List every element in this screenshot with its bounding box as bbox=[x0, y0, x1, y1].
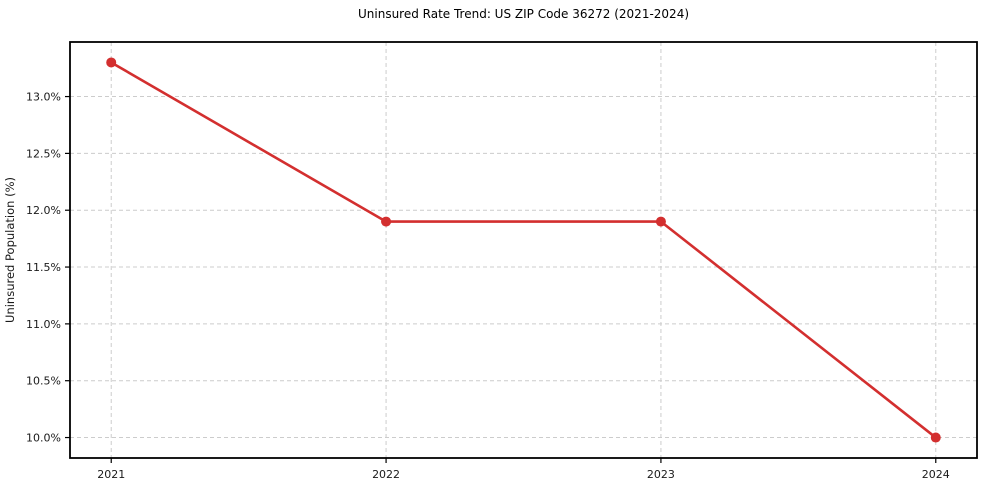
x-tick-label: 2024 bbox=[922, 468, 950, 481]
y-tick-label: 11.0% bbox=[26, 318, 61, 331]
y-tick-label: 10.5% bbox=[26, 375, 61, 388]
y-tick-label: 12.0% bbox=[26, 204, 61, 217]
y-tick-label: 13.0% bbox=[26, 91, 61, 104]
y-axis-label: Uninsured Population (%) bbox=[3, 177, 17, 323]
data-point bbox=[655, 216, 666, 227]
data-point bbox=[930, 432, 941, 443]
trend-line bbox=[109, 61, 938, 439]
data-point bbox=[106, 57, 117, 68]
plot-border bbox=[69, 41, 978, 459]
y-tick-label: 10.0% bbox=[26, 432, 61, 445]
chart-title: Uninsured Rate Trend: US ZIP Code 36272 … bbox=[357, 7, 690, 21]
x-tick-label: 2021 bbox=[97, 468, 125, 481]
x-tick-label: 2022 bbox=[372, 468, 400, 481]
data-point bbox=[381, 216, 392, 227]
y-tick-label: 12.5% bbox=[26, 147, 61, 160]
y-tick-label: 11.5% bbox=[26, 261, 61, 274]
x-tick-label: 2023 bbox=[647, 468, 675, 481]
